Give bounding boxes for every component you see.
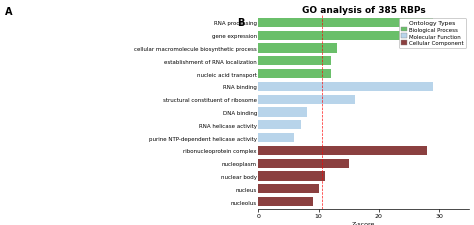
Bar — [258, 184, 319, 194]
Bar — [258, 57, 331, 66]
Bar — [258, 108, 307, 117]
Bar — [258, 32, 409, 41]
Bar — [258, 19, 433, 28]
Text: B: B — [237, 18, 245, 28]
Bar — [258, 82, 433, 92]
X-axis label: Z-score: Z-score — [352, 221, 375, 225]
Bar — [258, 146, 427, 155]
Bar — [258, 133, 294, 143]
Legend: Biological Process, Molecular Function, Cellular Component: Biological Process, Molecular Function, … — [399, 18, 466, 49]
Bar — [258, 70, 331, 79]
Bar — [258, 172, 325, 181]
Bar — [258, 44, 337, 53]
Title: GO analysis of 385 RBPs: GO analysis of 385 RBPs — [302, 6, 426, 15]
Text: A: A — [5, 7, 12, 17]
Bar — [258, 121, 301, 130]
Bar — [258, 159, 349, 168]
Bar — [258, 95, 355, 104]
Bar — [258, 197, 312, 206]
